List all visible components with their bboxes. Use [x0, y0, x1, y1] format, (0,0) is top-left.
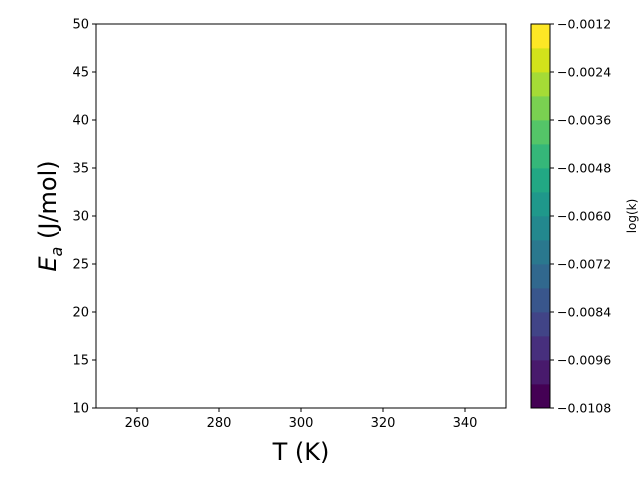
y-tick-label: 15 [72, 354, 89, 369]
contour-fill [96, 0, 506, 19]
colorbar-segment [531, 384, 550, 409]
plot-frame [95, 23, 507, 409]
colorbar-segment [531, 120, 550, 145]
colorbar-segment [531, 240, 550, 265]
x-tick-label: 340 [453, 416, 478, 431]
colorbar-tick-label: −0.0012 [557, 17, 611, 32]
colorbar-segment [531, 96, 550, 121]
colorbar-segment [531, 192, 550, 217]
colorbar-segment [531, 360, 550, 385]
y-axis-label-units: (J/mol) [34, 160, 62, 246]
colorbar-segment [531, 264, 550, 289]
colorbar-tick-label: −0.0096 [557, 353, 611, 368]
colorbar-segment [531, 144, 550, 169]
colorbar-segment [531, 312, 550, 337]
x-tick-label: 300 [289, 416, 314, 431]
x-tick-label: 320 [371, 416, 396, 431]
y-tick-label: 25 [72, 258, 89, 273]
colorbar-segment [531, 288, 550, 313]
x-axis: 260 280 300 320 340 [125, 408, 478, 431]
colorbar-tick-label: −0.0036 [557, 113, 611, 128]
y-tick-label: 50 [72, 18, 89, 33]
colorbar-tick-label: −0.0108 [557, 401, 611, 416]
y-tick-label: 45 [72, 66, 89, 81]
y-axis-label: Ea (J/mol) [34, 160, 66, 271]
colorbar-segment [531, 168, 550, 193]
colorbar-segment [531, 24, 550, 49]
contour-band [96, 0, 506, 19]
y-tick-label: 35 [72, 162, 89, 177]
colorbar-tick-label: −0.0060 [557, 209, 611, 224]
y-tick-label: 10 [72, 402, 89, 417]
colorbar-tick-label: −0.0048 [557, 161, 611, 176]
x-axis-label: T (K) [272, 438, 330, 466]
x-tick-label: 260 [125, 416, 150, 431]
colorbar-tick-label: −0.0024 [557, 65, 611, 80]
x-tick-label: 280 [207, 416, 232, 431]
y-axis: 10 15 20 25 30 35 40 45 50 [72, 18, 96, 417]
y-axis-label-subscript: a [47, 247, 66, 257]
y-tick-label: 30 [72, 210, 89, 225]
y-tick-label: 20 [72, 306, 89, 321]
colorbar-label: log(k) [625, 199, 639, 234]
colorbar-segment [531, 48, 550, 73]
y-axis-label-main: E [34, 256, 62, 272]
colorbar-segment [531, 72, 550, 97]
colorbar-segment [531, 216, 550, 241]
colorbar-tick-label: −0.0084 [557, 305, 611, 320]
colorbar-tick-label: −0.0072 [557, 257, 611, 272]
colorbar: −0.0012 −0.0024 −0.0036 −0.0048 −0.0060 −0.00… [530, 17, 611, 416]
colorbar-segment [531, 336, 550, 361]
y-tick-label: 40 [72, 114, 89, 129]
